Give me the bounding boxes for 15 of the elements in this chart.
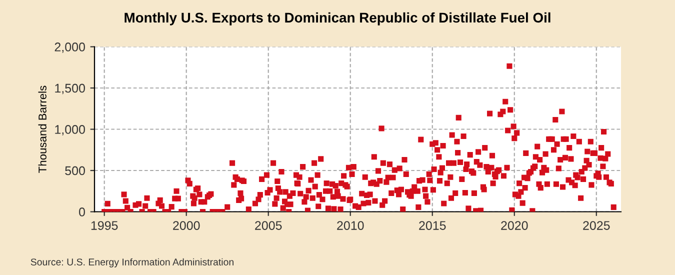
x-tick-label: 2005 (255, 221, 282, 230)
source-note: Source: U.S. Energy Information Administration (30, 258, 234, 268)
y-axis-title: Thousand Barrels (38, 86, 46, 173)
x-tick-label: 2025 (583, 221, 610, 230)
chart-title: Monthly U.S. Exports to Dominican Republic of Distillate Fuel Oil (124, 12, 550, 26)
y-tick-label: 2,000 (54, 42, 85, 53)
x-tick-label: 2000 (173, 221, 200, 230)
x-tick-label: 2010 (337, 221, 364, 230)
y-tick-label: 1,500 (55, 84, 85, 94)
y-tick-label: 500 (65, 166, 85, 176)
x-tick-label: 1995 (91, 221, 118, 230)
x-tick-label: 2015 (419, 221, 446, 230)
x-tick-label: 2020 (501, 221, 528, 230)
y-tick-label: 1,000 (55, 125, 85, 136)
y-tick-label: 0 (79, 208, 85, 216)
